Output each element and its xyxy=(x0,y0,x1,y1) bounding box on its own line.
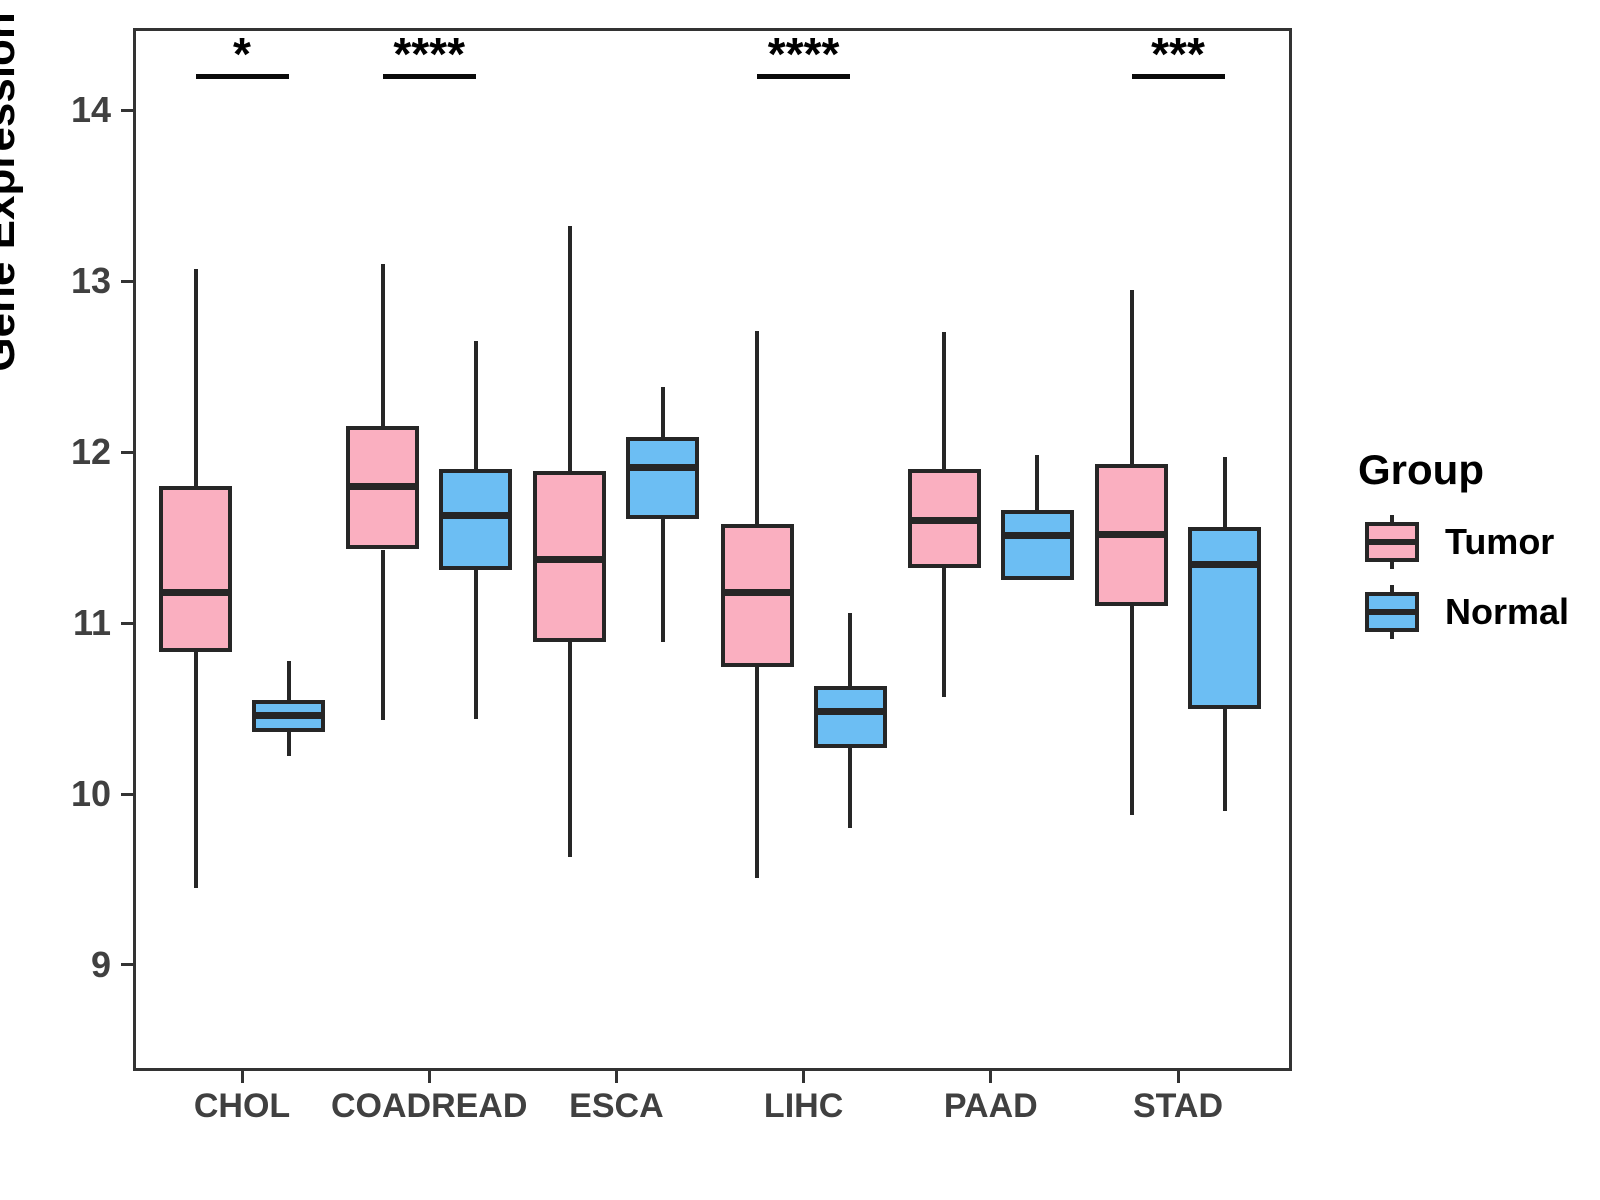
lower-whisker xyxy=(567,641,572,858)
y-axis-tick-label: 10 xyxy=(70,773,111,814)
boxplot-box xyxy=(1095,464,1168,606)
x-axis-category-label: COADREAD xyxy=(330,1087,528,1125)
upper-whisker xyxy=(473,340,478,470)
y-axis-title: Gene Expression Level(log2 RSEM) xyxy=(0,0,24,372)
lower-whisker xyxy=(1222,708,1227,812)
x-axis-category-label: ESCA xyxy=(569,1087,664,1125)
upper-whisker xyxy=(755,330,760,524)
upper-whisker xyxy=(1129,289,1134,464)
legend-glyph-normal xyxy=(1365,592,1419,632)
x-axis-tick xyxy=(989,1071,993,1083)
x-axis-tick xyxy=(802,1071,806,1083)
upper-whisker xyxy=(286,660,291,700)
upper-whisker xyxy=(1222,457,1227,528)
lower-whisker xyxy=(942,568,947,697)
legend-label-normal: Normal xyxy=(1445,591,1570,632)
legend-glyph-tumor xyxy=(1365,522,1419,562)
boxplot-box xyxy=(1188,527,1261,709)
boxplot-box xyxy=(720,523,794,668)
significance-bar xyxy=(1131,74,1225,79)
lower-whisker xyxy=(755,667,760,878)
y-axis-tick xyxy=(121,621,133,625)
x-axis-category-label: PAAD xyxy=(943,1087,1038,1125)
median-line xyxy=(350,482,416,490)
legend-title: Group xyxy=(1358,446,1484,493)
x-axis-tick xyxy=(240,1071,244,1083)
legend-label-tumor: Tumor xyxy=(1445,521,1555,562)
upper-whisker xyxy=(567,226,572,471)
median-line xyxy=(630,463,696,471)
x-axis-category-label: CHOL xyxy=(193,1087,291,1125)
median-line xyxy=(537,556,603,564)
median-line xyxy=(724,588,790,596)
lower-whisker xyxy=(848,747,853,829)
lower-whisker xyxy=(473,570,478,719)
boxplot-box xyxy=(252,699,325,733)
lower-whisker xyxy=(1129,605,1134,815)
y-axis-tick-label: 9 xyxy=(90,943,111,985)
upper-whisker xyxy=(193,269,198,487)
significance-bar xyxy=(382,74,476,79)
y-axis-tick-label: 14 xyxy=(70,89,111,131)
boxplot-box xyxy=(907,469,981,569)
significance-bar xyxy=(195,74,289,79)
y-axis-tick xyxy=(121,792,133,796)
boxplot-box xyxy=(1000,510,1074,581)
median-line xyxy=(256,711,321,719)
y-axis-tick-label: 13 xyxy=(70,260,111,302)
upper-whisker xyxy=(660,387,665,437)
boxplot-box xyxy=(346,426,420,550)
significance-stars: **** xyxy=(393,28,465,80)
y-axis-tick xyxy=(121,279,133,283)
median-line xyxy=(1004,532,1070,540)
median-line xyxy=(1192,561,1257,569)
lower-whisker xyxy=(660,518,665,642)
median-line xyxy=(1099,530,1164,538)
lower-whisker xyxy=(193,652,198,889)
significance-stars: * xyxy=(233,28,251,80)
lower-whisker xyxy=(380,549,385,721)
boxplot-box xyxy=(439,469,513,570)
legend-glyph-median xyxy=(1369,539,1415,545)
y-axis-tick xyxy=(121,963,133,967)
boxplot-box xyxy=(159,486,232,653)
boxplot-box xyxy=(626,436,700,519)
x-axis-category-label: LIHC xyxy=(763,1087,844,1125)
legend-glyph-median xyxy=(1369,609,1415,615)
upper-whisker xyxy=(942,332,947,470)
lower-whisker xyxy=(286,732,291,757)
y-axis-tick xyxy=(121,450,133,454)
upper-whisker xyxy=(848,612,853,687)
x-axis-tick xyxy=(1176,1071,1180,1083)
median-line xyxy=(443,511,509,519)
median-line xyxy=(817,708,883,716)
boxplot-box xyxy=(813,686,887,748)
y-axis-tick-label: 11 xyxy=(72,602,111,644)
upper-whisker xyxy=(380,263,385,427)
median-line xyxy=(163,588,228,596)
significance-bar xyxy=(757,74,851,79)
y-axis-tick-label: 12 xyxy=(70,431,111,473)
significance-stars: **** xyxy=(767,28,840,80)
median-line xyxy=(911,516,977,524)
significance-stars: *** xyxy=(1151,28,1205,80)
x-axis-tick xyxy=(427,1071,431,1083)
x-axis-category-label: STAD xyxy=(1132,1087,1224,1125)
x-axis-tick xyxy=(614,1071,618,1083)
upper-whisker xyxy=(1035,455,1040,511)
boxplot-box xyxy=(533,470,607,642)
y-axis-tick xyxy=(121,108,133,112)
